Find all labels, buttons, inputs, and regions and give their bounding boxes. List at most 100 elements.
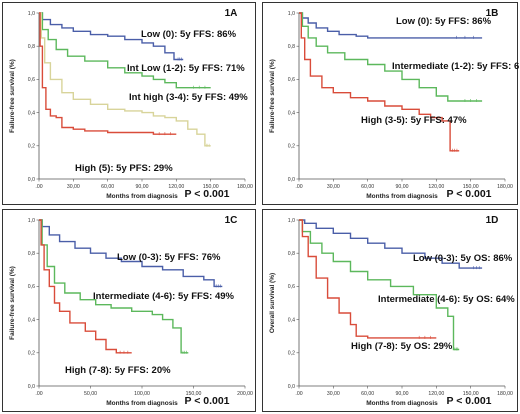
y-tick-label: 0,6 xyxy=(288,284,295,290)
survival-curve-2 xyxy=(299,12,483,102)
y-tick-label: 0,8 xyxy=(288,44,295,50)
p-value-label: P < 0.001 xyxy=(184,395,229,407)
p-value-label: P < 0.001 xyxy=(184,188,229,200)
x-tick-label: 120,00 xyxy=(428,391,444,397)
panel-label-1d: 1D xyxy=(486,215,499,226)
x-tick-label: 30,00 xyxy=(327,184,340,190)
survival-curve-4 xyxy=(39,12,177,135)
x-tick-label: 180,00 xyxy=(497,184,513,190)
x-tick-label: .00 xyxy=(35,184,42,190)
curve-annotation-3: High (3-5): 5y FFS: 47% xyxy=(361,115,467,126)
panel-1d: 0,0 0,2 0,4 0,6 0,8 1,0 .00 30,00 60,00 90,00 120,… xyxy=(262,209,518,412)
y-tick-label: 0,8 xyxy=(288,251,295,257)
y-tick-label: 1,0 xyxy=(288,11,295,17)
survival-curve-2 xyxy=(299,219,460,351)
x-tick-label: 90,00 xyxy=(396,391,409,397)
curve-annotation-2: Intermediate (4-6): 5y FFS: 49% xyxy=(93,291,235,302)
y-tick-label: 0,6 xyxy=(288,77,295,83)
x-tick-label: 150,00 xyxy=(203,184,219,190)
panel-1a: 0,0 0,2 0,4 0,6 0,8 1,0 .00 30,00 60,00 90,00 120,… xyxy=(2,2,256,205)
survival-curve-1 xyxy=(39,219,223,288)
survival-curve-3 xyxy=(39,12,211,147)
x-tick-label: 150,00 xyxy=(186,391,202,397)
y-tick-label: 0,6 xyxy=(28,284,35,290)
y-tick-label: 0,4 xyxy=(288,317,295,323)
survival-curve-1 xyxy=(39,12,184,61)
y-tick-label: 1,0 xyxy=(28,11,35,17)
x-tick-label: 60,00 xyxy=(361,391,374,397)
p-value-label: P < 0.001 xyxy=(446,395,491,407)
y-tick-label: 0,4 xyxy=(288,110,295,116)
x-axis-title: Months from diagnosis xyxy=(106,400,178,407)
x-tick-label: .00 xyxy=(295,391,302,397)
survival-curve-3 xyxy=(299,219,437,339)
x-axis-title: Months from diagnosis xyxy=(366,400,438,407)
survival-curve-3 xyxy=(299,12,460,152)
curve-annotation-1: Low (0-3): 5y OS: 86% xyxy=(413,253,513,264)
x-tick-label: 90,00 xyxy=(396,184,409,190)
y-axis-title: Failure-free survival (%) xyxy=(269,59,276,133)
y-tick-label: 1,0 xyxy=(28,218,35,224)
x-tick-label: 30,00 xyxy=(327,391,340,397)
curve-annotation-1: Low (0): 5y FFS: 86% xyxy=(141,29,237,40)
panel-label-1c: 1C xyxy=(225,215,238,226)
x-tick-label: 30,00 xyxy=(67,184,80,190)
survival-curve-2 xyxy=(39,219,189,354)
y-tick-label: 0,6 xyxy=(28,77,35,83)
chart-1d-svg: 0,0 0,2 0,4 0,6 0,8 1,0 .00 30,00 60,00 90,00 120,… xyxy=(269,215,515,407)
x-axis-title: Months from diagnosis xyxy=(366,193,438,200)
y-tick-label: 0,2 xyxy=(28,144,35,150)
x-axis-title: Months from diagnosis xyxy=(106,193,178,200)
y-tick-label: 0,2 xyxy=(288,351,295,357)
y-tick-label: 0,0 xyxy=(288,177,295,183)
x-tick-label: 90,00 xyxy=(136,184,149,190)
x-tick-label: .00 xyxy=(35,391,42,397)
x-tick-label: 60,00 xyxy=(101,184,114,190)
survival-curve-1 xyxy=(299,12,483,39)
y-tick-label: 0,2 xyxy=(28,351,35,357)
x-tick-label: 50,00 xyxy=(84,391,97,397)
x-tick-label: 150,00 xyxy=(463,184,479,190)
y-axis-title: Failure-free survival (%) xyxy=(9,59,16,133)
y-tick-label: 0,0 xyxy=(28,384,35,390)
curve-annotation-2: Intermediate (1-2): 5y FFS: 69% xyxy=(392,61,519,72)
x-tick-label: .00 xyxy=(295,184,302,190)
curve-annotation-3: High (7-8): 5y FFS: 20% xyxy=(65,365,171,376)
survival-curve-2 xyxy=(39,12,211,89)
curve-annotation-2: Intermediate (4-6): 5y OS: 64% xyxy=(378,294,515,305)
panel-1b: 0,0 0,2 0,4 0,6 0,8 1,0 .00 30,00 60,00 90,00 120,… xyxy=(262,2,519,205)
curve-annotation-3: High (7-8): 5y OS: 29% xyxy=(351,341,453,352)
panel-label-1a: 1A xyxy=(225,8,238,19)
panel-label-1b: 1B xyxy=(486,8,499,19)
curve-annotation-4: High (5): 5y PFS: 29% xyxy=(75,163,173,174)
survival-curve-1 xyxy=(299,219,483,269)
x-tick-label: 150,00 xyxy=(463,391,479,397)
y-tick-label: 1,0 xyxy=(288,218,295,224)
survival-curve-3 xyxy=(39,219,132,354)
y-tick-label: 0,2 xyxy=(288,144,295,150)
curve-annotation-3: Int high (3-4): 5y FFS: 49% xyxy=(129,92,248,103)
y-tick-label: 0,4 xyxy=(28,110,35,116)
panel-1c: 0,0 0,2 0,4 0,6 0,8 1,0 .00 50,00 100,00 150,00 20… xyxy=(2,209,256,412)
x-tick-label: 100,00 xyxy=(134,391,150,397)
curve-annotation-1: Low (0-3): 5y FFS: 76% xyxy=(117,252,221,263)
y-tick-label: 0,8 xyxy=(28,251,35,257)
x-tick-label: 180,00 xyxy=(237,184,253,190)
x-tick-label: 180,00 xyxy=(497,391,513,397)
y-axis-title: Failure-free survival (%) xyxy=(9,266,16,340)
chart-1a-svg: 0,0 0,2 0,4 0,6 0,8 1,0 .00 30,00 60,00 90,00 120,… xyxy=(9,8,253,200)
x-tick-label: 200,00 xyxy=(237,391,253,397)
x-tick-label: 120,00 xyxy=(428,184,444,190)
y-tick-label: 0,8 xyxy=(28,44,35,50)
curve-annotation-1: Low (0): 5y FFS: 86% xyxy=(396,16,492,27)
y-tick-label: 0,4 xyxy=(28,317,35,323)
chart-1c-svg: 0,0 0,2 0,4 0,6 0,8 1,0 .00 50,00 100,00 150,00 20… xyxy=(9,215,253,407)
x-tick-label: 60,00 xyxy=(361,184,374,190)
x-tick-label: 120,00 xyxy=(168,184,184,190)
y-axis-title: Overall survival (%) xyxy=(269,273,276,333)
p-value-label: P < 0.001 xyxy=(446,188,491,200)
y-tick-label: 0,0 xyxy=(288,384,295,390)
chart-1b-svg: 0,0 0,2 0,4 0,6 0,8 1,0 .00 30,00 60,00 90,00 120,… xyxy=(269,8,519,200)
curve-annotation-2: Int Low (1-2): 5y FFS: 71% xyxy=(127,63,245,74)
y-tick-label: 0,0 xyxy=(28,177,35,183)
